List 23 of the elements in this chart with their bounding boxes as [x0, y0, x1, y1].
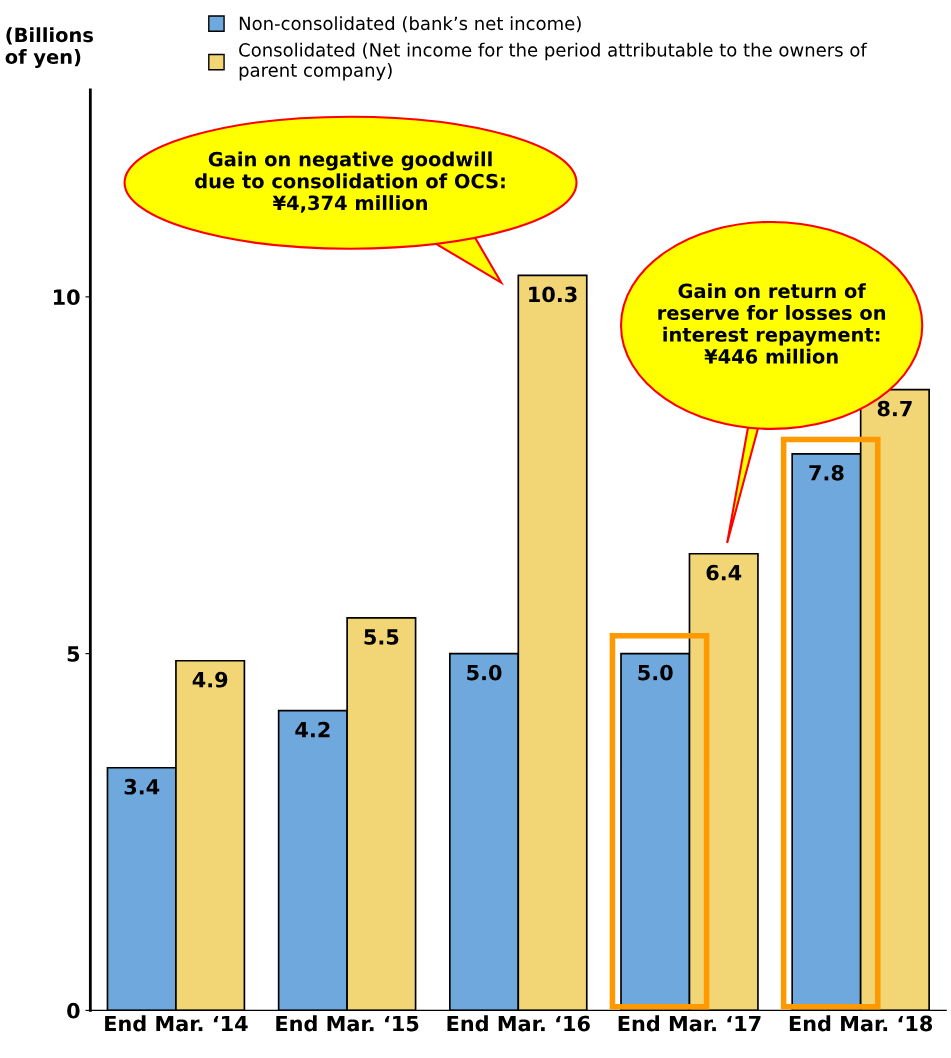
data-label: 6.4	[706, 564, 742, 581]
y-axis-title: (Billions of yen)	[5, 27, 93, 68]
legend-label: Consolidated (Net income for the period attributable to the owners of parent company)	[239, 42, 868, 81]
x-tick-label: End Mar. ‘15	[276, 1015, 419, 1032]
y-tick-label: 0	[67, 1002, 80, 1019]
annotation: Gain on negative goodwill due to consolidation of OCS: ¥4,374 million	[195, 151, 505, 213]
y-tick-label: 10	[53, 289, 80, 306]
x-tick-label: End Mar. ‘14	[105, 1015, 248, 1032]
annotation: Gain on return of reserve for losses on interest repayment: ¥446 million	[658, 283, 886, 364]
data-label: 4.2	[295, 721, 330, 738]
data-label: 4.9	[192, 671, 228, 688]
data-label: 5.0	[467, 664, 502, 681]
data-label: 5.5	[364, 629, 399, 645]
data-label: 10.3	[529, 286, 577, 303]
y-tick-label: 5	[67, 646, 80, 662]
data-label: 7.8	[809, 464, 844, 481]
data-label: 5.0	[638, 664, 673, 681]
data-label: 3.4	[124, 778, 160, 795]
x-tick-label: End Mar. ‘18	[789, 1015, 933, 1032]
legend-label: Non-consolidated (bank’s net income)	[239, 16, 581, 33]
data-label: 8.7	[877, 400, 912, 417]
x-tick-label: End Mar. ‘16	[447, 1015, 590, 1032]
x-tick-label: End Mar. ‘17	[618, 1015, 761, 1032]
